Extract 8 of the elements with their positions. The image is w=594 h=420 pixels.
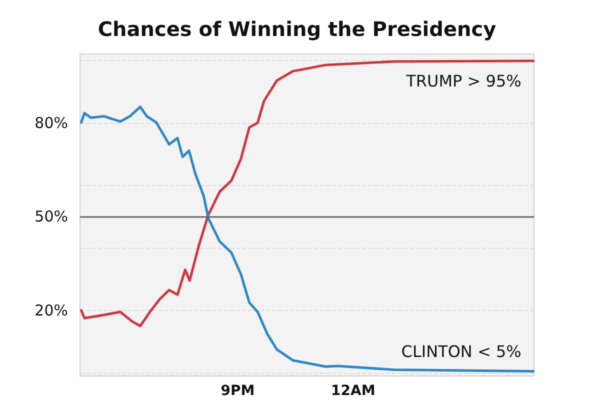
series-label: TRUMP > 95% [405,71,522,90]
chart-title: Chances of Winning the Presidency [98,17,496,41]
series-label: CLINTON < 5% [401,342,522,361]
y-tick-label: 50% [34,208,68,226]
x-tick-label: 9PM [220,383,255,399]
y-tick-label: 80% [34,114,68,132]
y-tick-label: 20% [34,301,68,320]
x-tick-label: 12AM [331,383,376,399]
